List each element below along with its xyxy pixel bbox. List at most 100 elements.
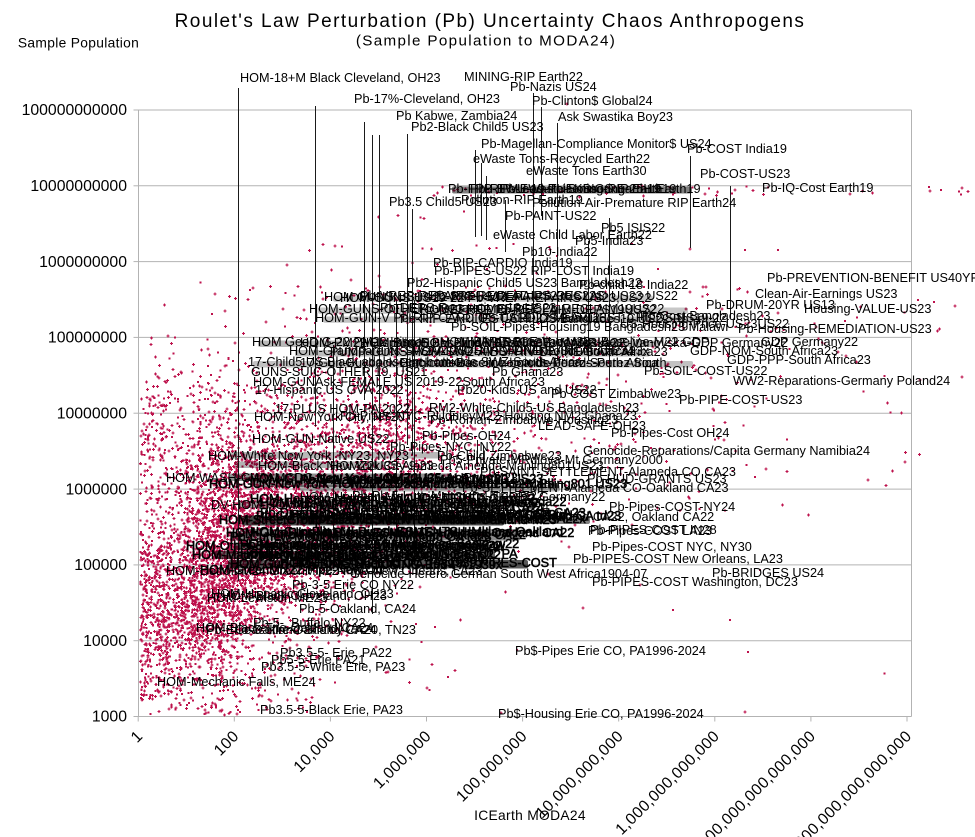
svg-text:GUNS-SUIC-OTHER 19, US21: GUNS-SUIC-OTHER 19, US21 — [251, 365, 427, 379]
svg-text:Pb-5-Oakland, CA24: Pb-5-Oakland, CA24 — [299, 602, 416, 616]
svg-text:Pb-RIP-EARLIEST-CHILDS Banglad: Pb-RIP-EARLIEST-CHILDS Banglades19 US22 … — [400, 312, 688, 326]
svg-text:HOM-DisadvESMENT-HMkland-Oakla: HOM-DisadvESMENT-HMkland-Oakland CA23td — [290, 508, 566, 522]
svg-text:Ceasefire-Oakland-CA24: Ceasefire-Oakland-CA24 — [235, 623, 377, 637]
svg-text:HOM GUNS US13-22 RIP US23: HOM GUNS US13-22 RIP US23 — [324, 290, 507, 304]
svg-text:Pb-Pipes-NYC-RUdnieyM22-Housin: Pb-Pipes-NYC-RUdnieyM22-Housing NM2 Ghan… — [340, 409, 637, 423]
svg-text:Pb-Curfew-Memphis-Disadv-HMkla: Pb-Curfew-Memphis-Disadv-HMkland CA td23 — [230, 530, 492, 544]
svg-text:Pb-Pb-5-Lutz-Mansions-Nigeria2: Pb-Pb-5-Lutz-Mansions-Nigeria22 — [352, 489, 544, 503]
svg-text:Pb3.5-5-White Erie, PA23: Pb3.5-5-White Erie, PA23 — [261, 660, 405, 674]
svg-text:Pb2-Hispanic Child5 US23 Bangl: Pb2-Hispanic Child5 US23 Bangladesh22 — [407, 276, 642, 290]
svg-text:Pb-Cost Bangladesh23: Pb-Cost Bangladesh23 — [640, 309, 771, 323]
svg-text:10000000000: 10000000000 — [30, 178, 127, 195]
svg-text:Pb-5-Lutz-Mansions-Nigeria-Ala: Pb-5-Lutz-Mansions-Nigeria-Alameda22 — [340, 495, 566, 509]
svg-text:Pb-RIP-Lead-Poisoning-RIP Eart: Pb-RIP-Lead-Poisoning-RIP Earth19 — [470, 182, 676, 196]
svg-text:Pb-PIPES-HOUSING-End-PA1939x: Pb-PIPES-HOUSING-End-PA1939x — [300, 558, 503, 572]
svg-text:HOM-GUNAsk-FEMALE US 2019-22So: HOM-GUNAsk-FEMALE US 2019-22South Africa… — [253, 375, 545, 389]
svg-text:HOM-HOUSING-End OC, PA 1939 PI: HOM-HOUSING-End OC, PA 1939 PIPES-COST — [280, 556, 557, 570]
svg-text:HOM-White New York, NY23, NY23: HOM-White New York, NY23, NY23 — [208, 449, 409, 463]
svg-text:Pb-Erie-Oakland-Shelby CA20, T: Pb-Erie-Oakland-Shelby CA20, TN23 — [206, 623, 416, 637]
svg-text:HOM-18+M Black Cleveland, OH23: HOM-18+M Black Cleveland, OH23 — [240, 71, 441, 85]
svg-text:1000000: 1000000 — [66, 481, 128, 498]
svg-text:Pb5 ISIS22: Pb5 ISIS22 — [601, 221, 665, 235]
svg-text:17 PLUS HOM-PA 2022: 17 PLUS HOM-PA 2022 — [275, 402, 410, 416]
svg-text:Sample Population: Sample Population — [18, 36, 139, 51]
svg-text:100000000000: 100000000000 — [22, 102, 128, 119]
svg-text:Pb Kabwe, Zambia24: Pb Kabwe, Zambia24 — [396, 109, 517, 123]
svg-text:Pb-Pipes-Cost OH24: Pb-Pipes-Cost OH24 — [611, 426, 729, 440]
svg-text:Pb-5-Alameda-Manling-Mnt801US2: Pb-5-Alameda-Manling-Mnt801US23 — [300, 473, 508, 487]
svg-text:10000: 10000 — [83, 633, 127, 650]
svg-text:Pb-child-18 India22: Pb-child-18 India22 — [579, 278, 688, 292]
svg-text:HOM-CANative-Makenna-Settlemen: HOM-CANative-Makenna-Settlement CA24 — [300, 501, 544, 515]
svg-text:HOM-GUNS US19-22 Pb-VREP-REPAI: HOM-GUNS US19-22 Pb-VREP-REPAIRS US23,US… — [340, 291, 651, 305]
svg-text:Pb-PAINT-US22: Pb-PAINT-US22 — [505, 209, 596, 223]
svg-text:Pb-PREVENTION-BENEFIT US40YR: Pb-PREVENTION-BENEFIT US40YR — [767, 271, 975, 285]
svg-text:17-Child5 US Black adolescent: 17-Child5 US Black adolescent homicide S… — [248, 355, 582, 369]
svg-text:ICEarth MODA24: ICEarth MODA24 — [474, 808, 586, 823]
svg-text:RM2-White-Child5-US Bangladesh: RM2-White-Child5-US Bangladesh23 — [429, 401, 639, 415]
svg-text:(Sample Population to MODA24): (Sample Population to MODA24) — [356, 33, 616, 50]
svg-text:HOM-GUN-New York HOMZ2U35-Alam: HOM-GUN-New York HOMZ2U35-Alameda Mnt801… — [209, 477, 555, 491]
svg-text:Pb-CARDIOS-EARLIEST-CHILDS US1: Pb-CARDIOS-EARLIEST-CHILDS US19-22 — [480, 311, 727, 325]
svg-text:DV-HOM-HOMAiN-MERinMTV-Pb-5-Lu: DV-HOM-HOMAiN-MERinMTV-Pb-5-Lutz Housing… — [211, 498, 508, 512]
svg-text:HOMEFREE Pb-RECLAIM-DEPS19US22: HOMEFREE Pb-RECLAIM-DEPS19US22 — [420, 303, 656, 317]
svg-text:Pb-PIPES-COST Washington, DC23: Pb-PIPES-COST Washington, DC23 — [592, 575, 798, 589]
svg-text:Pb$-Housing Erie CO, PA1996-20: Pb$-Housing Erie CO, PA1996-2024 — [498, 707, 704, 721]
svg-text:HOM-Grandparents-SWZ-AIDS#HIV-: HOM-Grandparents-SWZ-AIDS#HIV-DIVINErSou… — [289, 344, 635, 358]
svg-text:WW2-Reparations-Germany Poland: WW2-Reparations-Germany Poland24 — [733, 374, 950, 388]
svg-text:HOM-Mechanic Falls, ME24: HOM-Mechanic Falls, ME24 — [157, 675, 316, 689]
svg-text:Pb10-India22: Pb10-India22 — [522, 245, 597, 259]
svg-text:Pb-PIPE-COST-US23: Pb-PIPE-COST-US23 — [679, 393, 802, 407]
svg-text:Pb3.5-5-Black Erie, PA23: Pb3.5-5-Black Erie, PA23 — [260, 703, 403, 717]
svg-text:Pb-HOUSING-End OC, PA 1939: Pb-HOUSING-End OC, PA 1939 — [250, 549, 432, 563]
svg-text:HOM-Detroit-M24 GreenMix22-Pip: HOM-Detroit-M24 GreenMix22-Pipe-New Orle… — [166, 564, 483, 578]
svg-text:Pb-Pipes-COST LA23: Pb-Pipes-COST LA23 — [588, 524, 712, 538]
svg-text:Pb-SETTLEMENT-Alameda CO-Oakla: Pb-SETTLEMENT-Alameda CO-Oakland CA23 — [462, 481, 729, 495]
svg-text:100000000: 100000000 — [48, 330, 127, 347]
svg-text:eWaste Tons Earth30: eWaste Tons Earth30 — [526, 164, 647, 178]
svg-text:Pb$-Pipes Erie CO, PA1996-2024: Pb$-Pipes Erie CO, PA1996-2024 — [515, 644, 706, 658]
svg-text:Pb-HUD-GRANTS US23: Pb-HUD-GRANTS US23 — [587, 472, 727, 486]
svg-text:100000: 100000 — [74, 557, 127, 574]
svg-text:Pb-Child Zimbabwe23: Pb-Child Zimbabwe23 — [437, 449, 562, 463]
svg-text:GDP Germany22: GDP Germany22 — [761, 335, 858, 349]
svg-text:HOM-Other-StrongGun-Black-16 M: HOM-Other-StrongGun-Black-16 Milwaukee-S… — [186, 539, 501, 553]
svg-text:HOM-GUN-New York HOMZ2U35-ALB: HOM-GUN-New York HOMZ2U35-ALB Mnt80 US23 — [250, 472, 543, 486]
svg-text:Pollution-Air-Premature RIP Ea: Pollution-Air-Premature RIP Earth24 — [532, 196, 736, 210]
svg-text:Pb-SETTLEMENT-HMkland-and-Oakl: Pb-SETTLEMENT-HMkland-and-Oakland CA22x — [310, 512, 586, 526]
svg-text:HOM-Maumelle-Housing-StBlack-1: HOM-Maumelle-Housing-StBlack-16 HOUSING-… — [192, 548, 501, 562]
svg-text:Pb-Pipes-COST-NY24: Pb-Pipes-COST-NY24 — [609, 500, 735, 514]
svg-text:Pb-5-, Buffalo NY22: Pb-5-, Buffalo NY22 — [253, 616, 366, 630]
svg-text:eWaste Tons-Recycled Earth22: eWaste Tons-Recycled Earth22 — [473, 152, 650, 166]
svg-text:Pb-Housing-Black-16-RENFinch-S: Pb-Housing-Black-16-RENFinch-Saginaw — [270, 540, 506, 554]
svg-text:HOM-Black-Trie-Oakland CA24: HOM-Black-Trie-Oakland CA24 — [196, 621, 373, 635]
svg-text:HOM-GUNS-OTHER US23 HOMEFREE P: HOM-GUNS-OTHER US23 HOMEFREE Pb-RECLAIM1… — [309, 302, 664, 316]
svg-text:US-Housing-Price-US23US22: US-Housing-Price-US23US22 — [620, 317, 789, 331]
svg-text:Pb-Housing-REMEDIATION-US23: Pb-Housing-REMEDIATION-US23 — [738, 322, 932, 336]
svg-text:1000: 1000 — [92, 709, 127, 726]
svg-text:Genocide-Herero German South W: Genocide-Herero German South West Africa… — [350, 567, 647, 581]
svg-text:Roulet's Law Perturbation (Pb): Roulet's Law Perturbation (Pb) Uncertain… — [175, 11, 806, 32]
svg-text:Pb-17%-Cleveland, OH23: Pb-17%-Cleveland, OH23 — [354, 92, 500, 106]
svg-text:Pb-SOIL-COST-US22: Pb-SOIL-COST-US22 — [644, 364, 767, 378]
svg-text:Pb-COST India19: Pb-COST India19 — [687, 142, 787, 156]
svg-text:HOM-Gun-HOUSING-End OC, PA 193: HOM-Gun-HOUSING-End OC, PA 1939 — [230, 557, 455, 571]
svg-text:Pb COST Zimbabwe23: Pb COST Zimbabwe23 — [551, 387, 681, 401]
svg-text:Pb5-India23: Pb5-India23 — [575, 234, 643, 248]
svg-text:Pb-DisadvESMENTS-HMkland-Oakla: Pb-DisadvESMENTS-HMkland-Oakland-Settlem… — [260, 506, 586, 520]
svg-text:Pb3.5-5- Erie, PA22: Pb3.5-5- Erie, PA22 — [280, 646, 392, 660]
svg-text:Pollution-RIP Earth19: Pollution-RIP Earth19 — [461, 193, 583, 207]
svg-text:Pb-SREP-VREPAIRS-RECLAD US23 U: Pb-SREP-VREPAIRS-RECLAD US23 US22 — [430, 289, 678, 303]
svg-text:HOM-Gun-Flint-MI DisadvESMENTS: HOM-Gun-Flint-MI DisadvESMENTS-HMkland O… — [250, 525, 563, 539]
svg-text:HOM-Houston-Memphis-NICHD4-FER: HOM-Houston-Memphis-NICHD4-FERED Germ22 — [250, 492, 535, 506]
svg-text:eWaste Child Labor Earth22: eWaste Child Labor Earth22 — [493, 228, 652, 242]
svg-text:Pb2-Black Child5 US23: Pb2-Black Child5 US23 — [411, 120, 544, 134]
svg-text:Pb-Nazis US24: Pb-Nazis US24 — [510, 80, 597, 94]
svg-text:Pb-Pipes-OH24: Pb-Pipes-OH24 — [422, 429, 511, 443]
svg-text:Pb-Gun-HOUSING-End OC, PA 1939: Pb-Gun-HOUSING-End OC, PA 1939ab — [260, 550, 485, 564]
svg-text:Pb-PIPES-US22 RIP-LOST India19: Pb-PIPES-US22 RIP-LOST India19 — [434, 264, 634, 278]
svg-text:Pb-3-5 Erie CO NY22: Pb-3-5 Erie CO NY22 — [292, 578, 414, 592]
svg-text:HOM-Hispanic Cleveland, OH23: HOM-Hispanic Cleveland, OH23 — [211, 587, 394, 601]
svg-text:HOM-Black Cleveland, OH23: HOM-Black Cleveland, OH23 — [222, 589, 387, 603]
svg-text:Black adolescent homicide boar: Black adolescent homicide boards-Perez S… — [400, 356, 667, 370]
